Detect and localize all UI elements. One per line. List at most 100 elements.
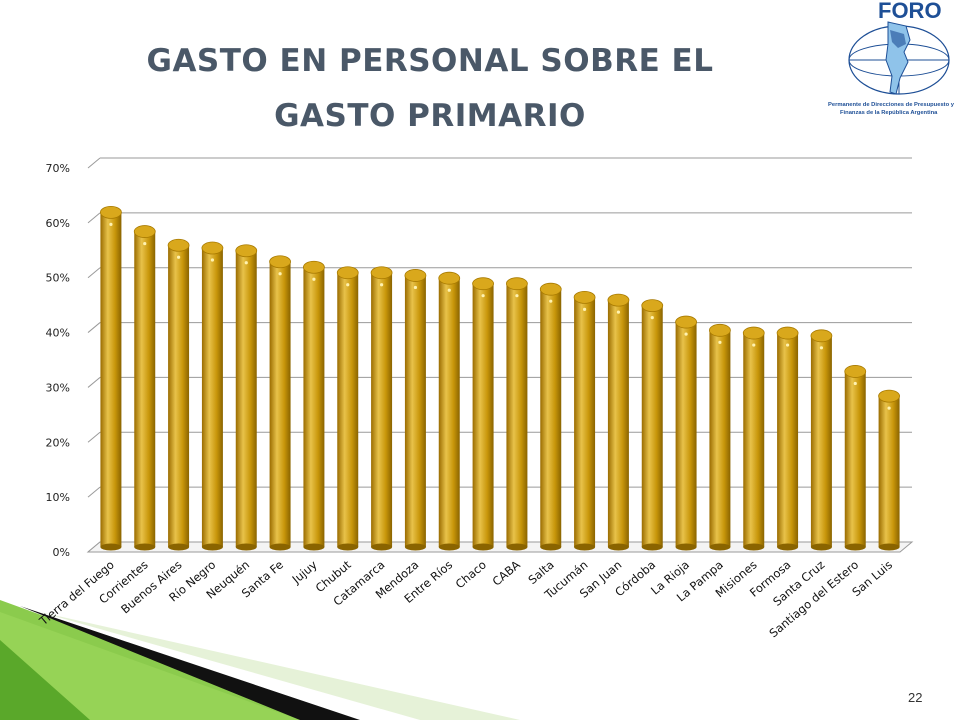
- bar-cap: [709, 323, 731, 337]
- bar-marker: [650, 316, 654, 320]
- gridline-depth: [87, 322, 101, 333]
- bar: [539, 282, 562, 551]
- bar-base: [269, 543, 291, 551]
- y-tick-label: 70%: [46, 162, 70, 175]
- bar: [133, 225, 156, 551]
- bar: [709, 323, 731, 551]
- bar-base: [100, 543, 122, 551]
- y-tick-label: 50%: [46, 272, 70, 285]
- bar-body: [709, 330, 731, 547]
- bar: [573, 290, 596, 551]
- bar: [607, 293, 630, 551]
- bar: [269, 255, 291, 551]
- bar: [675, 315, 697, 551]
- bar-base: [709, 543, 731, 551]
- bar-base: [472, 543, 494, 551]
- bar-cap: [201, 241, 224, 255]
- bar-cap: [742, 326, 765, 340]
- bar: [303, 260, 325, 551]
- bar: [742, 326, 765, 551]
- bar: [641, 299, 664, 551]
- bar-base: [134, 543, 156, 551]
- bar-body: [303, 267, 325, 547]
- bar-body: [337, 272, 359, 547]
- bar: [844, 365, 867, 551]
- bar-marker: [481, 294, 485, 298]
- bar-body: [607, 300, 629, 547]
- bar-body: [810, 335, 832, 547]
- y-tick-label: 10%: [46, 491, 70, 504]
- foro-logo-caption-2: Finanzas de la República Argentina: [840, 110, 938, 116]
- gridline-depth: [87, 267, 101, 279]
- bar: [100, 205, 122, 551]
- bar-base: [438, 543, 460, 551]
- bar-marker: [312, 277, 316, 281]
- bar-body: [404, 275, 426, 547]
- bar-cap: [100, 205, 122, 219]
- bar-marker: [143, 241, 147, 246]
- gridline-depth: [87, 486, 101, 498]
- bar-cap: [776, 326, 799, 340]
- bar-marker: [210, 258, 215, 262]
- bar-cap: [675, 315, 697, 329]
- bar-base: [168, 543, 190, 551]
- y-tick-label: 60%: [46, 217, 70, 230]
- bar-cap: [506, 277, 528, 291]
- bar-body: [844, 371, 866, 547]
- bar-marker: [244, 261, 248, 265]
- bar-marker: [887, 406, 891, 410]
- bar: [235, 244, 258, 551]
- foro-logo-name: FORO: [878, 0, 942, 23]
- bar: [336, 266, 359, 551]
- bar-base: [371, 543, 393, 551]
- bar: [404, 269, 427, 551]
- y-tick-label: 20%: [46, 436, 70, 449]
- bar-cap: [235, 244, 258, 258]
- bar-body: [506, 283, 528, 547]
- bar-base: [574, 543, 596, 551]
- bar-cap: [269, 255, 291, 269]
- bar-base: [607, 543, 629, 551]
- bar: [370, 266, 393, 551]
- y-tick-label: 0%: [53, 546, 70, 559]
- bar-marker: [718, 340, 722, 344]
- y-tick-label: 30%: [46, 381, 70, 394]
- bar: [878, 389, 900, 551]
- bar-base: [878, 543, 900, 551]
- bar-body: [269, 261, 291, 547]
- bar-base: [777, 543, 799, 551]
- bar-cap: [370, 266, 393, 280]
- bar-marker: [616, 310, 621, 314]
- bar-body: [371, 272, 393, 547]
- bar-base: [235, 543, 257, 551]
- bar: [472, 277, 494, 551]
- bar-cap: [303, 260, 325, 274]
- foro-logo: FORO Permanente de Direcciones de Presup…: [828, 0, 955, 116]
- bar-marker: [819, 346, 824, 350]
- chart-floor: [86, 541, 914, 553]
- bar-body: [777, 333, 799, 547]
- bar-marker: [785, 343, 790, 347]
- bar: [438, 271, 461, 551]
- bar: [167, 238, 190, 551]
- bar-body: [438, 278, 460, 547]
- bar-cap: [539, 282, 562, 296]
- bar-marker: [447, 288, 451, 292]
- gridline-depth: [87, 157, 101, 169]
- bar: [506, 277, 528, 551]
- x-tick-label: CABA: [490, 557, 523, 588]
- bar-cap: [573, 290, 596, 304]
- bar: [201, 241, 224, 551]
- bars: [100, 205, 900, 551]
- bar-body: [472, 283, 494, 547]
- bar-marker: [278, 272, 282, 276]
- bar-marker: [109, 222, 113, 226]
- bar-marker: [346, 283, 350, 287]
- bar-marker: [379, 283, 384, 287]
- bar-base: [404, 543, 426, 551]
- bar-base: [201, 543, 223, 551]
- bar-marker: [752, 343, 756, 347]
- bar-base: [743, 543, 765, 551]
- bar-cap: [810, 329, 833, 343]
